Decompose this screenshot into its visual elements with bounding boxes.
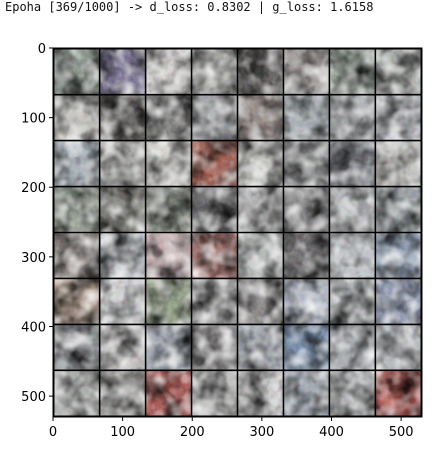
y-axis: 0 100 200 300 400 500 (21, 42, 53, 405)
y-tick-label: 500 (21, 390, 46, 405)
x-tick-label: 200 (180, 425, 205, 440)
x-tick-label: 400 (319, 425, 344, 440)
plot-area (53, 48, 422, 417)
x-tick-label: 300 (249, 425, 274, 440)
y-tick-label: 0 (38, 42, 46, 57)
x-tick-label: 500 (389, 425, 414, 440)
y-tick-label: 100 (21, 112, 46, 127)
y-tick-label: 200 (21, 181, 46, 196)
y-tick-label: 400 (21, 320, 46, 335)
y-tick-label: 300 (21, 251, 46, 266)
x-axis: 0 100 200 300 400 500 (49, 417, 414, 440)
x-tick-label: 100 (110, 425, 135, 440)
x-tick-label: 0 (49, 425, 57, 440)
